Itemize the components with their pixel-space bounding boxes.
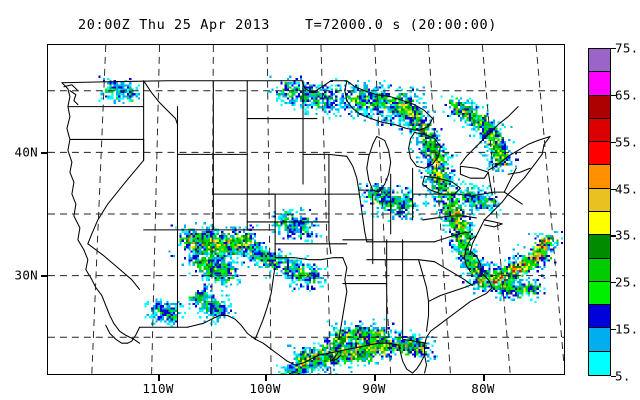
colorbar-tick-label: 75. xyxy=(615,40,639,56)
colorbar-tick xyxy=(611,48,616,50)
colorbar-band xyxy=(589,95,610,119)
colorbar-tick-label: 55. xyxy=(615,134,639,150)
y-axis-label: 30N xyxy=(14,267,38,283)
colorbar-band xyxy=(589,258,610,282)
colorbar-tick xyxy=(611,376,616,378)
colorbar-tick-label: 15. xyxy=(615,321,639,337)
y-axis-tick xyxy=(41,275,47,277)
colorbar-band xyxy=(589,49,610,73)
colorbar-tick-label: 45. xyxy=(615,181,639,197)
colorbar-band xyxy=(589,328,610,352)
colorbar-tick-label: 35. xyxy=(615,227,639,243)
colorbar-band xyxy=(589,118,610,143)
colorbar-band xyxy=(589,235,610,259)
colorbar-band xyxy=(589,351,610,375)
colorbar-tick xyxy=(611,94,616,97)
colorbar-band xyxy=(589,142,610,166)
colorbar-band xyxy=(589,165,610,189)
colorbar-tick xyxy=(611,188,616,190)
x-axis-tick xyxy=(265,375,267,381)
colorbar-tick-label: 65. xyxy=(615,87,639,103)
colorbar-tick xyxy=(611,141,616,143)
x-axis-label: 110W xyxy=(142,381,174,396)
colorbar-band xyxy=(589,281,610,306)
figure-title: 20:00Z Thu 25 Apr 2013 T=72000.0 s (20:0… xyxy=(78,17,497,33)
x-axis-label: 90W xyxy=(362,381,386,396)
x-axis-label: 100W xyxy=(249,381,281,396)
colorbar-tick xyxy=(611,235,616,237)
colorbar-tick-label: 5. xyxy=(615,368,631,384)
colorbar xyxy=(588,48,611,376)
y-axis-tick xyxy=(41,152,47,154)
colorbar-tick-label: 25. xyxy=(615,274,639,290)
colorbar-band xyxy=(589,211,610,236)
reflectivity-layer xyxy=(98,75,564,374)
map-plot-area xyxy=(47,44,565,375)
colorbar-band xyxy=(589,188,610,212)
y-axis-label: 40N xyxy=(14,144,38,160)
x-axis-tick xyxy=(483,375,485,381)
colorbar-tick xyxy=(611,329,616,331)
colorbar-band xyxy=(589,72,610,96)
basemap-layer xyxy=(48,45,564,374)
x-axis-tick xyxy=(374,375,376,381)
colorbar-band xyxy=(589,305,610,329)
x-axis-label: 80W xyxy=(471,381,495,396)
colorbar-tick xyxy=(611,282,616,284)
x-axis-tick xyxy=(158,375,160,381)
